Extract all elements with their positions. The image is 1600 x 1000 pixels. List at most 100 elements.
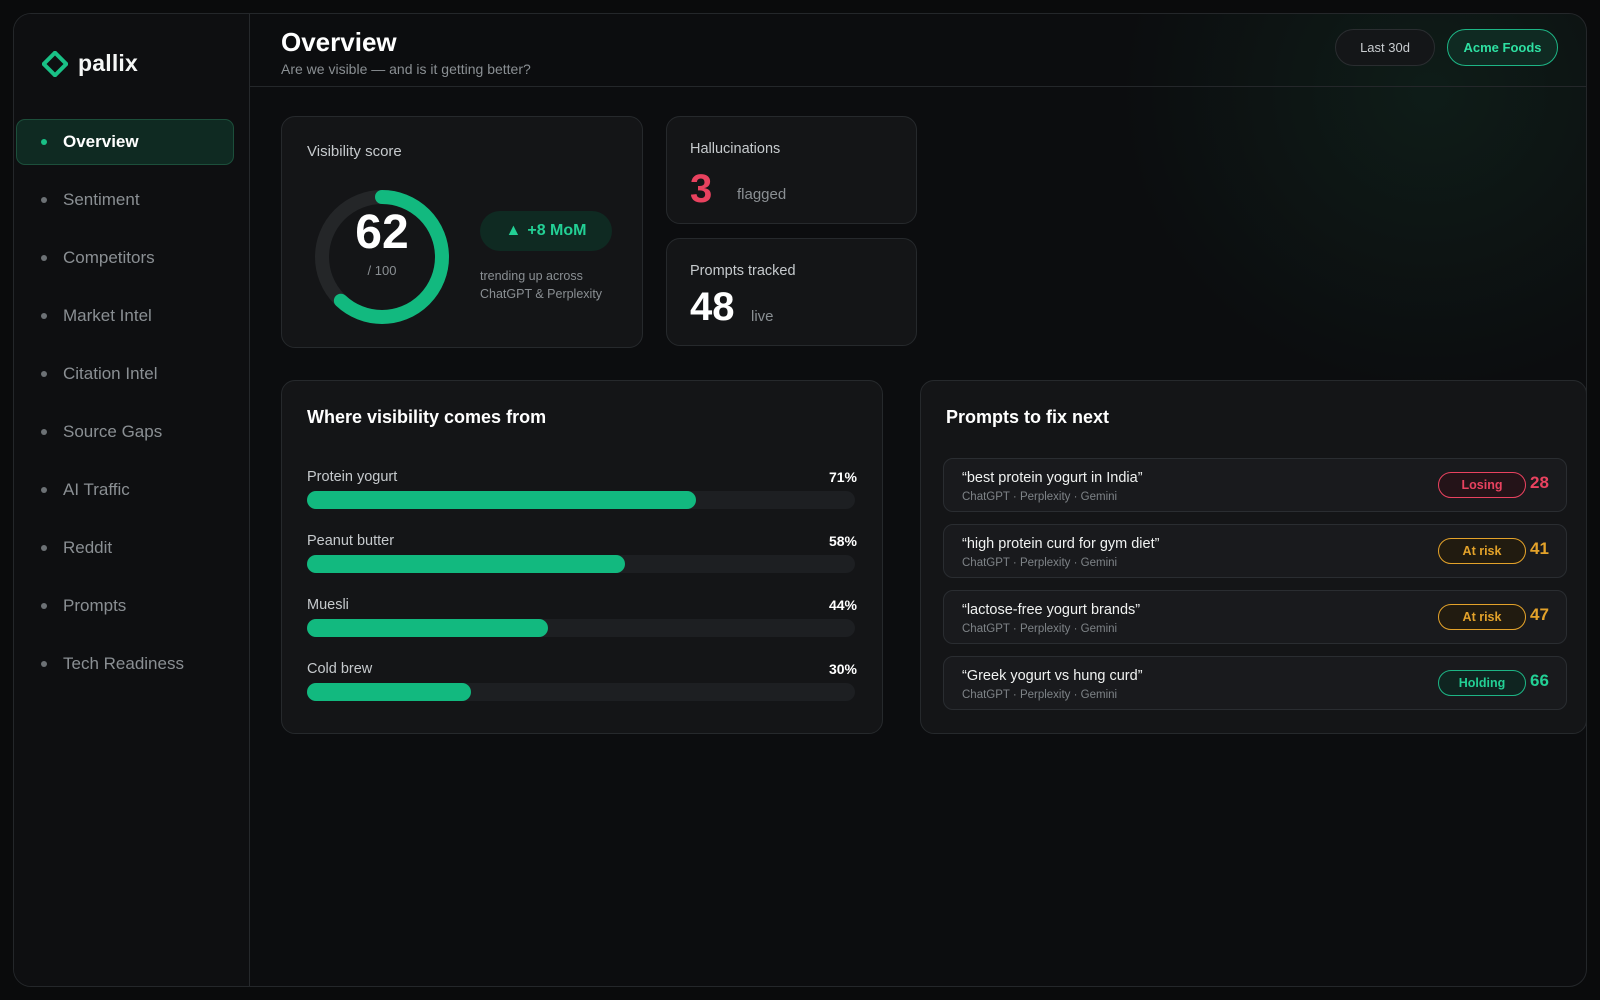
sidebar-item-label: Prompts: [63, 596, 127, 615]
sidebar-item-label: Market Intel: [63, 306, 152, 325]
status-badge: At risk: [1438, 604, 1526, 630]
bullet-icon: [41, 139, 47, 145]
prompt-engines: ChatGPT · Perplexity · Gemini: [962, 689, 1118, 701]
visibility-score-card: Visibility score 62 / 100 ▲ +8 MoM trend…: [281, 116, 643, 348]
source-label: Muesli: [307, 597, 349, 613]
source-percent: 71%: [828, 469, 857, 485]
sidebar-item-label: Citation Intel: [63, 364, 158, 383]
sidebar-item-competitors[interactable]: Competitors: [16, 235, 234, 281]
mom-change-badge: ▲ +8 MoM: [480, 211, 612, 251]
visibility-score-gauge: [315, 190, 449, 324]
mom-change-value: +8 MoM: [527, 222, 587, 239]
prompt-engines: ChatGPT · Perplexity · Gemini: [962, 491, 1118, 503]
prompt-row[interactable]: “high protein curd for gym diet” ChatGPT…: [943, 524, 1567, 578]
visibility-score-max: / 100: [367, 263, 397, 278]
prompt-query: “high protein curd for gym diet”: [962, 536, 1160, 552]
prompt-row[interactable]: “best protein yogurt in India” ChatGPT ·…: [943, 458, 1567, 512]
hallucinations-label: Hallucinations: [690, 141, 781, 157]
sidebar-nav: Overview Sentiment Competitors Market In…: [16, 119, 234, 699]
sidebar-item-sentiment[interactable]: Sentiment: [16, 177, 234, 223]
prompts-tracked-value: 48: [690, 285, 735, 329]
bullet-icon: [41, 603, 47, 609]
bullet-icon: [41, 429, 47, 435]
visibility-score-value: 62: [355, 206, 409, 259]
trend-note: trending up across ChatGPT & Perplexity: [480, 269, 603, 301]
prompt-query: “lactose-free yogurt brands”: [962, 602, 1141, 618]
source-percent: 30%: [828, 661, 857, 677]
prompts-to-fix-card: Prompts to fix next “best protein yogurt…: [920, 380, 1586, 734]
bullet-icon: [41, 487, 47, 493]
sidebar-item-tech-readiness[interactable]: Tech Readiness: [16, 641, 234, 687]
sidebar-item-prompts[interactable]: Prompts: [16, 583, 234, 629]
prompts-tracked-unit: live: [751, 308, 774, 325]
gauge-fill: [315, 190, 449, 324]
prompt-row[interactable]: “lactose-free yogurt brands” ChatGPT · P…: [943, 590, 1567, 644]
source-percent: 58%: [828, 533, 857, 549]
prompts-tracked-label: Prompts tracked: [690, 263, 796, 279]
status-badge: Holding: [1438, 670, 1526, 696]
diamond-logo-icon: [42, 50, 68, 77]
status-badge: At risk: [1438, 538, 1526, 564]
source-label: Protein yogurt: [307, 469, 398, 485]
visibility-score-label: Visibility score: [307, 143, 402, 160]
sidebar-item-label: AI Traffic: [63, 480, 130, 499]
source-bar-track: [307, 683, 855, 701]
source-label: Cold brew: [307, 661, 373, 677]
source-bar-track: [307, 491, 855, 509]
sidebar-item-citation-intel[interactable]: Citation Intel: [16, 351, 234, 397]
bullet-icon: [41, 371, 47, 377]
hallucinations-unit: flagged: [737, 186, 787, 203]
prompt-score: 66: [1530, 671, 1549, 690]
brand-name: pallix: [78, 50, 139, 76]
date-range-button[interactable]: Last 30d: [1335, 29, 1435, 66]
bullet-icon: [41, 545, 47, 551]
prompt-query: “best protein yogurt in India”: [962, 470, 1143, 486]
triangle-up-icon: ▲: [505, 222, 522, 239]
sidebar-item-overview[interactable]: Overview: [16, 119, 234, 165]
hallucinations-card[interactable]: Hallucinations 3 flagged: [666, 116, 917, 224]
source-bar-fill: [307, 491, 697, 509]
brand[interactable]: pallix: [42, 50, 138, 77]
sidebar-item-source-gaps[interactable]: Source Gaps: [16, 409, 234, 455]
source-bar-fill: [307, 555, 625, 573]
page-header: Overview Are we visible — and is it gett…: [250, 14, 1586, 87]
sidebar-item-label: Reddit: [63, 538, 113, 557]
source-label: Peanut butter: [307, 533, 395, 549]
prompt-query: “Greek yogurt vs hung curd”: [962, 668, 1143, 684]
source-bar-fill: [307, 683, 472, 701]
sidebar-item-label: Source Gaps: [63, 422, 163, 441]
prompt-engines: ChatGPT · Perplexity · Gemini: [962, 623, 1118, 635]
bullet-icon: [41, 313, 47, 319]
sidebar-item-label: Sentiment: [63, 190, 140, 209]
client-selector-button[interactable]: Acme Foods: [1447, 29, 1558, 66]
sidebar-item-label: Tech Readiness: [63, 654, 184, 673]
source-row: Protein yogurt 71%: [307, 469, 857, 519]
prompt-engines: ChatGPT · Perplexity · Gemini: [962, 557, 1118, 569]
source-row: Cold brew 30%: [307, 661, 857, 711]
source-bar-track: [307, 619, 855, 637]
prompt-row[interactable]: “Greek yogurt vs hung curd” ChatGPT · Pe…: [943, 656, 1567, 710]
sidebar-item-reddit[interactable]: Reddit: [16, 525, 234, 571]
bullet-icon: [41, 661, 47, 667]
sidebar-item-market-intel[interactable]: Market Intel: [16, 293, 234, 339]
visibility-sources-title: Where visibility comes from: [307, 407, 547, 427]
page-title: Overview: [281, 27, 397, 57]
prompts-to-fix-title: Prompts to fix next: [946, 407, 1110, 427]
source-bar-fill: [307, 619, 549, 637]
main-content: Overview Are we visible — and is it gett…: [250, 14, 1586, 986]
status-badge: Losing: [1438, 472, 1526, 498]
prompt-score: 28: [1530, 473, 1549, 492]
prompts-tracked-card[interactable]: Prompts tracked 48 live: [666, 238, 917, 346]
sidebar-item-label: Competitors: [63, 248, 155, 267]
visibility-sources-card: Where visibility comes from Protein yogu…: [281, 380, 883, 734]
source-row: Muesli 44%: [307, 597, 857, 647]
prompt-score: 47: [1530, 605, 1549, 624]
source-percent: 44%: [828, 597, 857, 613]
sidebar-item-label: Overview: [63, 132, 139, 151]
sidebar-item-ai-traffic[interactable]: AI Traffic: [16, 467, 234, 513]
sidebar: pallix Overview Sentiment Competitors Ma…: [14, 14, 250, 986]
bullet-icon: [41, 197, 47, 203]
app-window: pallix Overview Sentiment Competitors Ma…: [13, 13, 1587, 987]
source-bar-track: [307, 555, 855, 573]
prompt-score: 41: [1530, 539, 1549, 558]
